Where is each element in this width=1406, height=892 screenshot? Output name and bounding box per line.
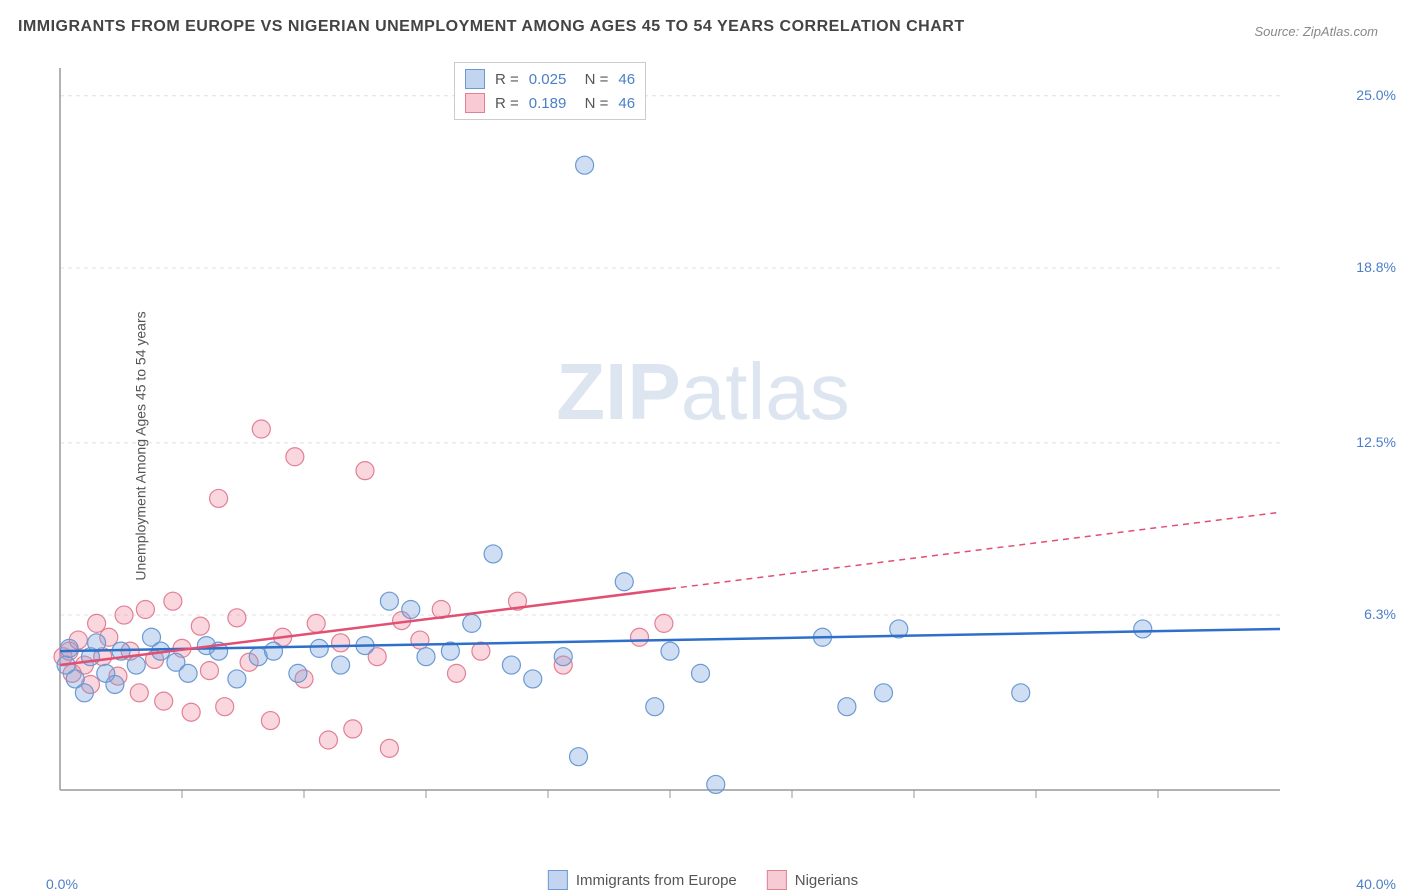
stat-n-value: 46 <box>618 95 635 112</box>
stat-n-value: 46 <box>618 71 635 88</box>
swatch-icon <box>767 870 787 890</box>
y-right-axis-label: 6.3% <box>1364 606 1396 622</box>
swatch-icon <box>548 870 568 890</box>
y-right-axis-label: 18.8% <box>1356 259 1396 275</box>
plot-area <box>50 58 1340 830</box>
chart-container: IMMIGRANTS FROM EUROPE VS NIGERIAN UNEMP… <box>0 0 1406 892</box>
stat-r-label: R = <box>495 95 519 112</box>
stat-r-value: 0.025 <box>529 71 567 88</box>
y-right-axis-label: 12.5% <box>1356 434 1396 450</box>
stat-n-label: N = <box>576 71 608 88</box>
x-axis-max-label: 40.0% <box>1356 876 1396 892</box>
legend-row: R = 0.025 N = 46 <box>465 67 635 91</box>
scatter-plot-svg <box>50 58 1340 830</box>
legend-item: Nigerians <box>767 870 858 890</box>
legend-label: Immigrants from Europe <box>576 872 737 889</box>
swatch-icon <box>465 93 485 113</box>
stat-r-label: R = <box>495 71 519 88</box>
correlation-legend: R = 0.025 N = 46 R = 0.189 N = 46 <box>454 62 646 120</box>
legend-item: Immigrants from Europe <box>548 870 737 890</box>
stat-r-value: 0.189 <box>529 95 567 112</box>
series-legend: Immigrants from Europe Nigerians <box>548 870 858 890</box>
legend-label: Nigerians <box>795 872 858 889</box>
stat-n-label: N = <box>576 95 608 112</box>
source-attribution: Source: ZipAtlas.com <box>1254 24 1378 39</box>
legend-row: R = 0.189 N = 46 <box>465 91 635 115</box>
chart-title: IMMIGRANTS FROM EUROPE VS NIGERIAN UNEMP… <box>18 18 965 36</box>
y-right-axis-label: 25.0% <box>1356 87 1396 103</box>
x-axis-min-label: 0.0% <box>46 876 78 892</box>
swatch-icon <box>465 69 485 89</box>
